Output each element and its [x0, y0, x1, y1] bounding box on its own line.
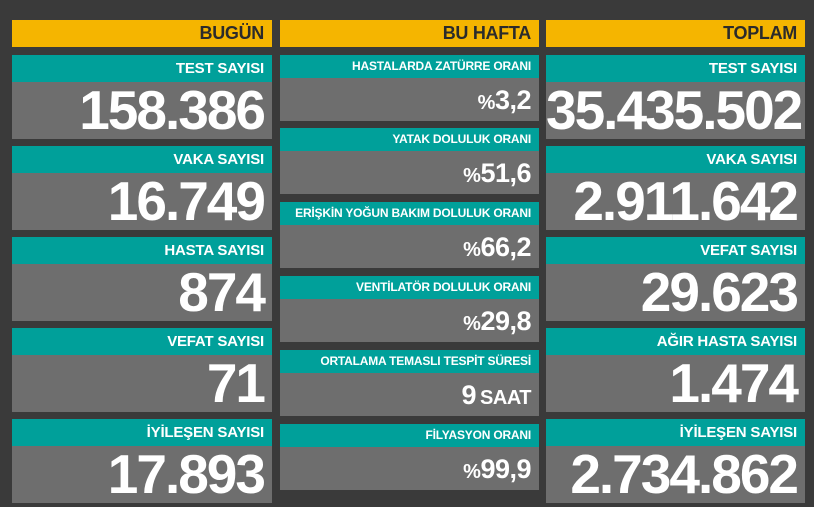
today-header: BUGÜN: [12, 20, 272, 47]
card-label: VAKA SAYISI: [12, 146, 272, 173]
week-pneumonia-card: HASTALARDA ZATÜRRE ORANI %3,2: [280, 55, 539, 121]
card-value: 9 SAAT: [280, 373, 539, 420]
card-label: VAKA SAYISI: [546, 146, 805, 173]
card-label: AĞIR HASTA SAYISI: [546, 328, 805, 355]
value-number: 3,2: [494, 85, 532, 115]
value-number: 66,2: [480, 232, 531, 262]
card-label: HASTA SAYISI: [12, 237, 272, 264]
today-patient-card: HASTA SAYISI 874: [12, 237, 272, 321]
total-header: TOPLAM: [546, 20, 805, 47]
percent-prefix: %: [463, 313, 481, 335]
today-column: BUGÜN TEST SAYISI 158.386 VAKA SAYISI 16…: [12, 20, 272, 503]
card-value: %3,2: [280, 78, 539, 125]
card-label: HASTALARDA ZATÜRRE ORANI: [280, 55, 539, 78]
week-ventilator-card: VENTİLATÖR DOLULUK ORANI %29,8: [280, 276, 539, 342]
today-test-card: TEST SAYISI 158.386: [12, 55, 272, 139]
percent-prefix: %: [463, 461, 481, 483]
total-test-card: TEST SAYISI 35.435.502: [546, 55, 805, 139]
week-column: BU HAFTA HASTALARDA ZATÜRRE ORANI %3,2 Y…: [280, 20, 539, 490]
card-label: TEST SAYISI: [12, 55, 272, 82]
card-label: VENTİLATÖR DOLULUK ORANI: [280, 276, 539, 299]
week-bed-card: YATAK DOLULUK ORANI %51,6: [280, 128, 539, 194]
card-label: ORTALAMA TEMASLI TESPİT SÜRESİ: [280, 350, 539, 373]
value-number: 29,8: [480, 306, 531, 336]
card-value: 2.734.862: [570, 443, 799, 505]
percent-prefix: %: [477, 92, 496, 114]
total-death-card: VEFAT SAYISI 29.623: [546, 237, 805, 321]
week-icu-card: ERİŞKİN YOĞUN BAKIM DOLULUK ORANI %66,2: [280, 202, 539, 268]
value-number: 51,6: [480, 158, 531, 188]
week-header: BU HAFTA: [280, 20, 539, 47]
card-value: %66,2: [280, 225, 539, 272]
card-value: 16.749: [107, 170, 266, 232]
card-value: %99,9: [280, 447, 539, 494]
card-value: 35.435.502: [546, 79, 803, 141]
card-value: 17.893: [107, 443, 266, 505]
total-severe-card: AĞIR HASTA SAYISI 1.474: [546, 328, 805, 412]
card-label: TEST SAYISI: [546, 55, 805, 82]
value-number: 99,9: [480, 454, 531, 484]
card-value: 1.474: [669, 352, 799, 414]
percent-prefix: %: [463, 165, 481, 187]
total-column: TOPLAM TEST SAYISI 35.435.502 VAKA SAYIS…: [546, 20, 805, 503]
total-recovered-card: İYİLEŞEN SAYISI 2.734.862: [546, 419, 805, 503]
percent-prefix: %: [463, 239, 481, 261]
today-case-card: VAKA SAYISI 16.749: [12, 146, 272, 230]
card-value: 158.386: [79, 79, 266, 141]
today-recovered-card: İYİLEŞEN SAYISI 17.893: [12, 419, 272, 503]
card-value: %51,6: [280, 151, 539, 198]
week-filiation-card: FİLYASYON ORANI %99,9: [280, 424, 539, 490]
card-label: ERİŞKİN YOĞUN BAKIM DOLULUK ORANI: [280, 202, 539, 225]
card-label: İYİLEŞEN SAYISI: [546, 419, 805, 446]
week-contact-time-card: ORTALAMA TEMASLI TESPİT SÜRESİ 9 SAAT: [280, 350, 539, 416]
card-value: 29.623: [640, 261, 799, 323]
card-value: 2.911.642: [573, 170, 799, 232]
total-case-card: VAKA SAYISI 2.911.642: [546, 146, 805, 230]
value-unit: SAAT: [480, 387, 531, 409]
card-label: İYİLEŞEN SAYISI: [12, 419, 272, 446]
card-label: VEFAT SAYISI: [12, 328, 272, 355]
today-death-card: VEFAT SAYISI 71: [12, 328, 272, 412]
value-number: 9: [461, 380, 477, 410]
card-value: 71: [206, 352, 266, 414]
card-label: VEFAT SAYISI: [546, 237, 805, 264]
card-value: %29,8: [280, 299, 539, 346]
card-label: YATAK DOLULUK ORANI: [280, 128, 539, 151]
card-label: FİLYASYON ORANI: [280, 424, 539, 447]
card-value: 874: [178, 261, 266, 323]
